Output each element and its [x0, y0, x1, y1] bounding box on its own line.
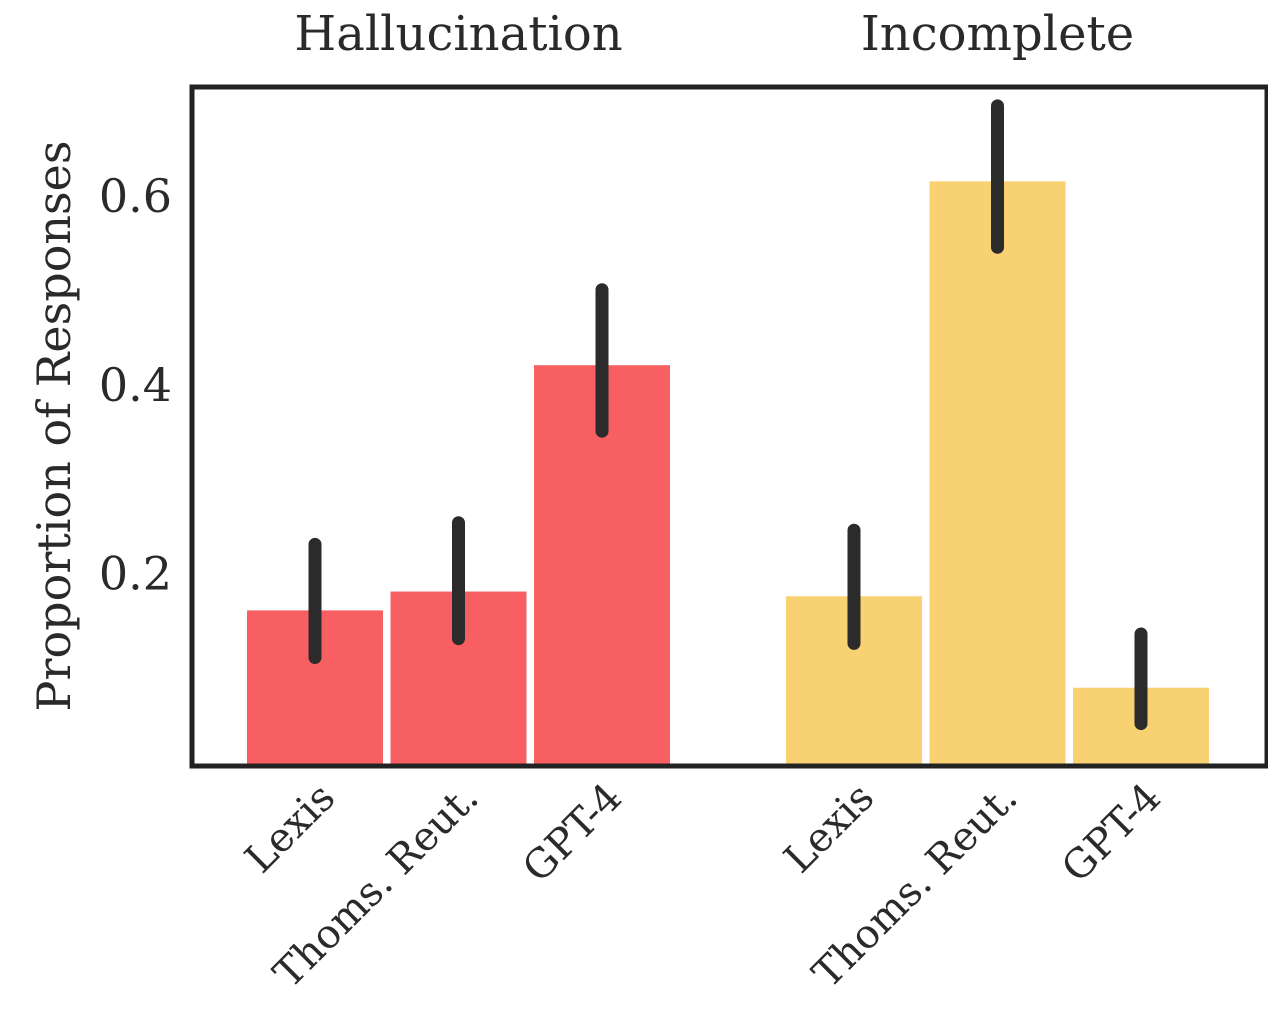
y-tick-label: 0.6: [99, 169, 172, 223]
bar: [929, 181, 1066, 767]
category-label: Lexis: [237, 775, 345, 883]
category-label: GPT-4: [1053, 775, 1170, 892]
y-tick-label: 0.4: [99, 358, 172, 412]
plot-frame: [189, 84, 1268, 769]
group-title: Incomplete: [861, 6, 1134, 62]
y-tick-label: 0.2: [99, 546, 172, 600]
category-label: GPT-4: [514, 775, 631, 892]
y-axis-label: Proportion of Responses: [27, 141, 81, 712]
group-title: Hallucination: [294, 6, 622, 62]
category-label: Lexis: [776, 775, 884, 883]
